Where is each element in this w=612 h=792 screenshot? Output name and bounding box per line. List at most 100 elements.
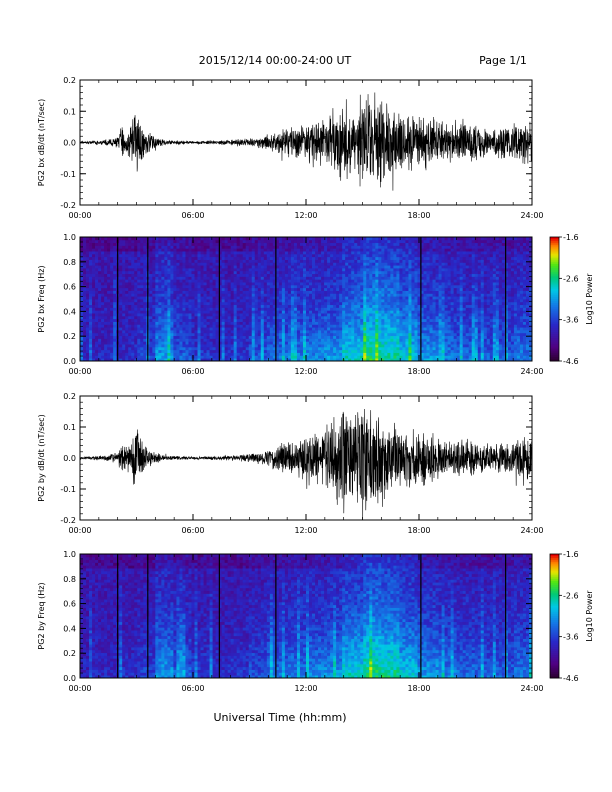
heatmap-cell xyxy=(302,287,307,291)
heatmap-cell xyxy=(296,358,301,362)
heatmap-cell xyxy=(158,245,162,249)
heatmap-cell xyxy=(203,346,207,351)
heatmap-cell xyxy=(92,239,96,244)
heatmap-cell xyxy=(149,341,153,345)
heatmap-cell xyxy=(327,242,331,246)
heatmap-cell xyxy=(221,310,226,314)
heatmap-cell xyxy=(200,304,204,308)
heatmap-cell xyxy=(342,335,346,339)
heatmap-cell xyxy=(357,335,361,339)
heatmap-cell xyxy=(233,310,238,314)
heatmap-cell xyxy=(179,327,183,331)
heatmap-cell xyxy=(387,338,391,342)
heatmap-cell xyxy=(248,358,253,362)
heatmap-cell xyxy=(360,273,364,277)
heatmap-cell xyxy=(381,301,385,306)
heatmap-cell xyxy=(390,321,394,325)
heatmap-cell xyxy=(366,299,370,303)
heatmap-cell xyxy=(170,352,174,356)
heatmap-cell xyxy=(245,341,250,345)
heatmap-cell xyxy=(194,268,198,272)
heatmap-cell xyxy=(257,265,262,269)
heatmap-cell xyxy=(119,307,123,311)
heatmap-cell xyxy=(390,307,394,311)
heatmap-cell xyxy=(227,310,232,314)
heatmap-cell xyxy=(369,304,373,308)
heatmap-cell xyxy=(161,315,165,320)
heatmap-cell xyxy=(296,299,301,303)
heatmap-cell xyxy=(275,330,280,334)
heatmap-cell xyxy=(161,358,165,362)
heatmap-cell xyxy=(89,304,93,308)
heatmap-cell xyxy=(287,256,292,260)
heatmap-cell xyxy=(122,355,126,359)
heatmap-cell xyxy=(197,239,201,244)
heatmap-cell xyxy=(245,242,250,246)
heatmap-cell xyxy=(107,245,111,249)
heatmap-cell xyxy=(345,321,349,325)
heatmap-cell xyxy=(209,315,213,320)
heatmap-cell xyxy=(296,307,301,311)
heatmap-cell xyxy=(98,270,102,275)
heatmap-cell xyxy=(98,327,102,331)
heatmap-cell xyxy=(125,273,129,277)
heatmap-cell xyxy=(318,352,322,356)
heatmap-cell xyxy=(345,270,349,275)
heatmap-cell xyxy=(131,268,135,272)
heatmap-cell xyxy=(182,296,186,300)
heatmap-cell xyxy=(95,341,99,345)
heatmap-cell xyxy=(104,330,108,334)
heatmap-cell xyxy=(194,335,198,339)
heatmap-cell xyxy=(95,307,99,311)
heatmap-cell xyxy=(290,262,295,266)
heatmap-cell xyxy=(152,349,156,353)
heatmap-cell xyxy=(188,253,192,258)
heatmap-cell xyxy=(134,307,138,311)
heatmap-cell xyxy=(393,239,397,244)
heatmap-cell xyxy=(215,296,220,300)
heatmap-cell xyxy=(185,330,189,334)
heatmap-cell xyxy=(302,301,307,306)
heatmap-cell xyxy=(137,239,141,244)
heatmap-cell xyxy=(281,273,286,277)
heatmap-cell xyxy=(170,282,174,286)
heatmap-cell xyxy=(363,349,367,353)
heatmap-cell xyxy=(242,279,247,283)
heatmap-cell xyxy=(92,293,96,297)
heatmap-cell xyxy=(110,239,114,244)
heatmap-cell xyxy=(318,287,322,291)
heatmap-cell xyxy=(188,256,192,260)
heatmap-cell xyxy=(113,344,117,348)
heatmap-cell xyxy=(348,296,352,300)
heatmap-cell xyxy=(384,321,388,325)
heatmap-cell xyxy=(176,313,180,317)
heatmap-cell xyxy=(173,296,177,300)
heatmap-cell xyxy=(200,282,204,286)
heatmap-cell xyxy=(209,265,213,269)
heatmap-cell xyxy=(293,332,298,337)
heatmap-cell xyxy=(402,310,406,314)
heatmap-cell xyxy=(167,315,171,320)
heatmap-cell xyxy=(143,341,147,345)
heatmap-cell xyxy=(224,262,229,266)
heatmap-cell xyxy=(306,299,310,303)
heatmap-cell xyxy=(233,296,238,300)
heatmap-cell xyxy=(86,245,90,249)
heatmap-cell xyxy=(152,310,156,314)
heatmap-cell xyxy=(248,239,253,244)
heatmap-cell xyxy=(236,287,241,291)
heatmap-cell xyxy=(287,327,292,331)
heatmap-cell xyxy=(140,304,144,308)
heatmap-cell xyxy=(155,296,159,300)
heatmap-cell xyxy=(354,324,358,328)
heatmap-cell xyxy=(330,313,334,317)
heatmap-cell xyxy=(233,265,238,269)
heatmap-cell xyxy=(197,321,201,325)
heatmap-cell xyxy=(399,282,403,286)
heatmap-cell xyxy=(149,338,153,342)
heatmap-cell xyxy=(140,358,144,362)
heatmap-cell xyxy=(281,349,286,353)
heatmap-cell xyxy=(188,344,192,348)
heatmap-cell xyxy=(194,346,198,351)
heatmap-cell xyxy=(224,341,229,345)
